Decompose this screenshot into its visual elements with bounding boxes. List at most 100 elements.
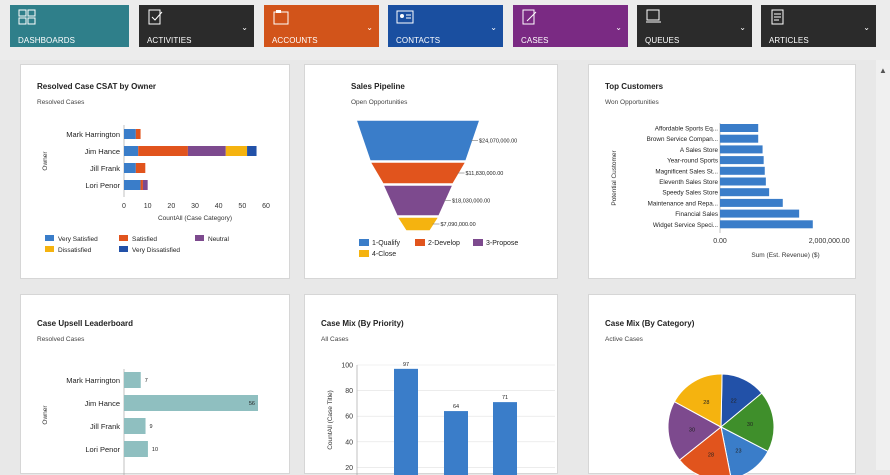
chevron-down-icon[interactable]: ⌄	[739, 23, 746, 32]
data-label: 22	[731, 399, 737, 405]
priority-chart: 20 40 60 80 100 97 64 71 CountAll (Case Title)	[327, 362, 555, 475]
card-subtitle: Active Cases	[605, 336, 643, 343]
chevron-down-icon[interactable]: ⌄	[366, 23, 373, 32]
y-axis-label: Owner	[42, 405, 49, 425]
bar-segment	[135, 129, 141, 139]
bar	[720, 134, 759, 143]
category-label: Year-round Sports	[667, 158, 718, 165]
customers-chart: Affordable Sports Eq... Brown Service Com…	[611, 123, 850, 259]
bar-segment	[140, 180, 143, 190]
category-label: Jim Hance	[85, 399, 120, 408]
bar	[720, 156, 764, 165]
card-category: Case Mix (By Category) Active Cases 22 30…	[588, 294, 856, 475]
dashboard-icon	[18, 9, 36, 25]
category-label: Speedy Sales Store	[662, 190, 718, 197]
category-label: Jim Hance	[85, 147, 120, 156]
nav-tile-articles[interactable]: ARTICLES ⌄	[761, 5, 876, 47]
funnel-segment	[368, 161, 468, 185]
nav-tile-dashboards[interactable]: DASHBOARDS	[10, 5, 129, 47]
legend-label: Very Satisfied	[58, 236, 98, 243]
nav-tile-queues-label: QUEUES	[645, 36, 680, 45]
legend-swatch	[359, 239, 369, 246]
y-axis-label: CountAll (Case Title)	[327, 390, 334, 450]
card-subtitle: Won Opportunities	[605, 99, 659, 106]
nav-tile-cases-label: CASES	[521, 36, 549, 45]
data-label: 23	[735, 448, 741, 454]
x-axis-label: Sum (Est. Revenue) ($)	[751, 252, 819, 259]
data-label: 7	[145, 378, 148, 384]
card-title: Resolved Case CSAT by Owner	[37, 82, 156, 91]
legend-label: 1-Qualify	[372, 240, 401, 247]
pie-slice	[720, 426, 769, 475]
bar	[720, 166, 765, 175]
nav-tile-queues[interactable]: QUEUES ⌄	[637, 5, 752, 47]
category-label: Maintenance and Repa...	[648, 200, 719, 207]
tick-label: 40	[345, 439, 353, 446]
category-label: Widget Service Speci...	[653, 222, 718, 229]
y-axis-label: Potential Customer	[611, 150, 618, 206]
pie-slice	[720, 392, 775, 453]
tick-label: 0	[122, 203, 126, 210]
bar	[720, 124, 759, 132]
chevron-down-icon[interactable]: ⌄	[863, 23, 870, 32]
legend-swatch	[473, 239, 483, 246]
tick-label: 50	[238, 203, 246, 210]
y-axis-label: Owner	[42, 151, 49, 171]
category-label: Lori Penor	[85, 181, 120, 190]
card-priority: Case Mix (By Priority) All Cases 20 40 60 8…	[304, 294, 558, 475]
chevron-down-icon[interactable]: ⌄	[241, 23, 248, 32]
card-title: Case Mix (By Category)	[605, 319, 695, 328]
card-subtitle: Resolved Cases	[37, 336, 85, 343]
tick-label: 2,000,000.00	[809, 238, 850, 245]
category-label: Affordable Sports Eq...	[655, 126, 718, 133]
category-label: Mark Harrington	[66, 130, 120, 139]
legend-label: Satisfied	[132, 236, 157, 243]
nav-tile-accounts[interactable]: ACCOUNTS ⌄	[264, 5, 379, 47]
cases-icon	[522, 9, 537, 25]
bar	[124, 441, 148, 457]
tick-label: 40	[215, 203, 223, 210]
activities-icon	[148, 9, 163, 25]
bar	[444, 411, 468, 475]
bar	[124, 395, 258, 411]
tick-label: 100	[341, 363, 353, 370]
bar-segment	[225, 146, 248, 156]
nav-tile-contacts[interactable]: CONTACTS ⌄	[388, 5, 503, 47]
data-label: 30	[689, 428, 695, 434]
nav-tile-cases[interactable]: CASES ⌄	[513, 5, 628, 47]
legend-label: 2-Develop	[428, 240, 460, 247]
legend-label: Very Dissatisfied	[132, 247, 180, 254]
queues-icon	[646, 9, 661, 23]
pie-slice	[673, 373, 723, 428]
nav-tile-activities-label: ACTIVITIES	[147, 36, 192, 45]
contacts-icon	[396, 10, 414, 24]
data-label: 9	[150, 424, 153, 430]
card-title: Top Customers	[605, 82, 664, 91]
data-label: 28	[703, 400, 709, 406]
tick-label: 20	[167, 203, 175, 210]
data-label: $24,070,000.00	[479, 139, 517, 145]
category-label: Eleventh Sales Store	[659, 179, 718, 186]
tick-label: 10	[144, 203, 152, 210]
bar-segment	[124, 163, 136, 173]
scrollbar[interactable]: ▲	[876, 60, 890, 470]
card-subtitle: All Cases	[321, 336, 349, 343]
bar	[720, 188, 770, 197]
nav-tile-activities[interactable]: ACTIVITIES ⌄	[139, 5, 254, 47]
chevron-down-icon[interactable]: ⌄	[615, 23, 622, 32]
bar-segment	[138, 146, 188, 156]
category-label: A Sales Store	[680, 147, 719, 154]
category-label: Jill Frank	[90, 164, 120, 173]
upsell-chart: Mark Harrington 7 Jim Hance 56 Jill Frank 9 Lo…	[42, 369, 258, 475]
bar	[720, 198, 783, 207]
bar	[720, 177, 766, 186]
legend-label: Neutral	[208, 236, 230, 243]
legend-swatch	[119, 246, 128, 252]
scroll-up-icon[interactable]: ▲	[879, 66, 887, 75]
data-label: $18,030,000.00	[452, 199, 490, 205]
bar-segment	[142, 180, 148, 190]
tick-label: 20	[345, 465, 353, 472]
pie-slice	[678, 426, 731, 475]
chevron-down-icon[interactable]: ⌄	[490, 23, 497, 32]
card-subtitle: Open Opportunities	[351, 99, 408, 106]
